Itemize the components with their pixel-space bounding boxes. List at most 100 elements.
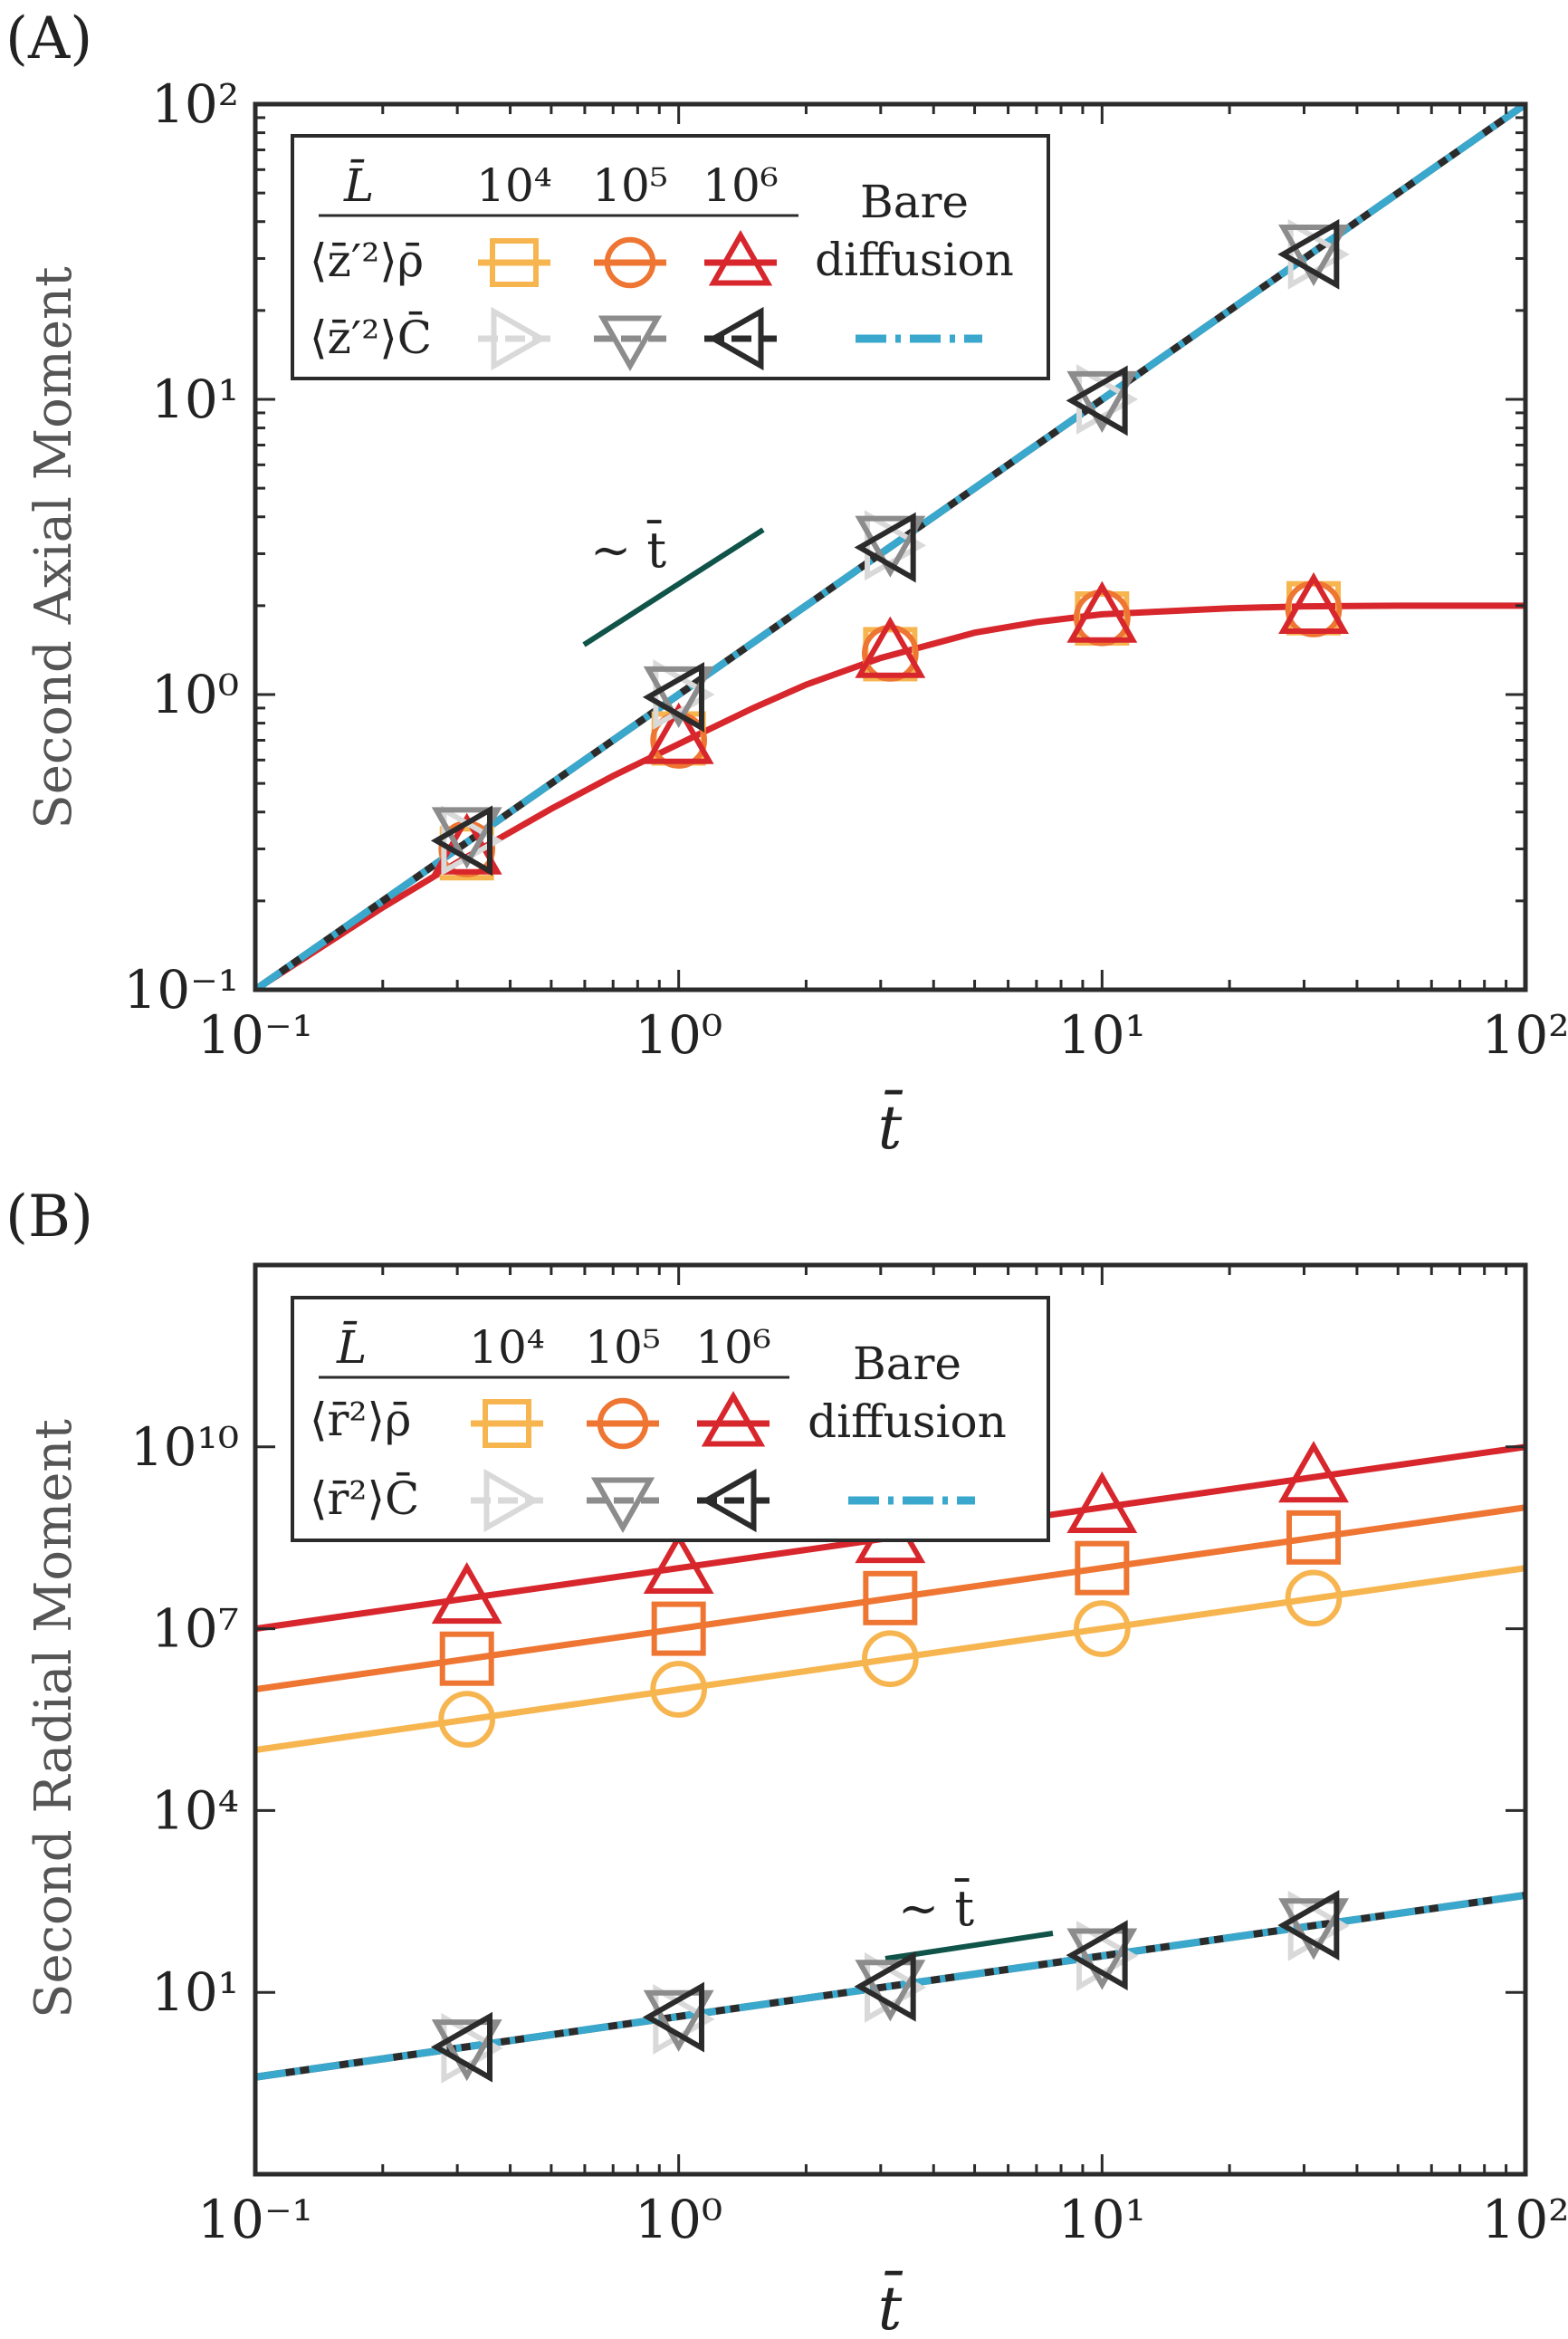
panel-b-marker-rho-2-1 — [643, 1531, 714, 1594]
panel-a-y-tick-label: 10⁻¹ — [123, 959, 239, 1021]
panel-b-marker-rho-0-4 — [1286, 1510, 1342, 1565]
panel-b-marker-C-4-3 — [1066, 1928, 1138, 1990]
panel-b-label: (B) — [5, 1184, 93, 1251]
panel-b-marker-rho-2-0 — [431, 1561, 502, 1625]
panel-a-y-axis-label: Second Axial Moment — [24, 266, 83, 829]
panel-b-legend-marker-rho-1 — [597, 1397, 649, 1450]
panel-b-marker-C-3-3 — [1076, 1920, 1139, 1991]
panel-a-x-tick-label: 10² — [1481, 1004, 1568, 1066]
panel-b-x-axis-label: t̄ — [878, 2272, 904, 2339]
panel-b-x-tick-label: 10¹ — [1058, 2189, 1146, 2250]
panel-b-legend-marker-c-1 — [590, 1477, 655, 1534]
panel-a-legend-marker-rho-1 — [604, 236, 656, 289]
panel-a-marker-C-4-0 — [431, 807, 502, 869]
panel-b-x-tick-label: 10⁰ — [635, 2189, 722, 2250]
panel-b-curve-rho4 — [255, 1565, 1525, 1753]
panel-a-legend-marker-c-0 — [491, 306, 548, 371]
panel-a-marker-C-4-3 — [1066, 370, 1138, 433]
panel-a-marker-C-4-4 — [1278, 225, 1349, 287]
panel-a-legend: L̄ 10⁴ 10⁵ 10⁶ ⟨z̄′²⟩ρ̄ ⟨z̄′²⟩C̄ Bare di… — [291, 134, 1050, 380]
panel-a-curve-rho — [255, 602, 1525, 990]
panel-a-label: (A) — [5, 5, 92, 72]
panel-a-curve-bare-diffusion — [255, 104, 1525, 990]
panel-b-y-tick-label: 10¹⁰ — [130, 1416, 239, 1478]
panel-b-marker-C-5-2 — [854, 1951, 916, 2022]
panel-a-legend-bare-line1: Bare — [860, 176, 969, 228]
panel-b-legend-marks — [471, 1390, 975, 1534]
panel-a-legend-marker-c-2 — [707, 306, 764, 371]
panel-b-y-axis-label: Second Radial Moment — [24, 1419, 83, 2018]
panel-b-marker-rho-2-3 — [1066, 1471, 1138, 1534]
panel-b-marker-rho-1-0 — [438, 1691, 496, 1749]
panel-a-x-tick-label: 10⁻¹ — [197, 1004, 313, 1066]
panel-a-legend-bare-line2: diffusion — [815, 234, 1014, 286]
panel-a-x-axis-label: t̄ — [878, 1091, 904, 1163]
panel-a-data — [255, 104, 1525, 990]
panel-b-marker-rho-0-2 — [863, 1570, 918, 1625]
panel-a-marker-rho-1-4 — [1285, 580, 1343, 637]
panel-a-legend-marker-rho-2 — [708, 229, 773, 286]
panel-b-curve-rho5 — [255, 1504, 1525, 1692]
panel-b-axes-frame — [253, 1262, 1528, 2177]
panel-b-marker-C-3-4 — [1287, 1890, 1350, 1961]
panel-a-marker-C-5-2 — [854, 512, 916, 583]
panel-a-legend-header: L̄ — [343, 158, 374, 212]
panel-a-legend-row-c: ⟨z̄′²⟩C̄ — [310, 311, 432, 364]
panel-b-y-tick-label: 10¹ — [151, 1961, 239, 2023]
panel-b-legend-header: L̄ — [336, 1320, 367, 1374]
panel-a-legend-marker-rho-0 — [490, 238, 539, 287]
panel-a-y-tick-label: 10⁰ — [151, 664, 239, 725]
panel-b-marker-C-4-0 — [431, 2019, 502, 2082]
panel-b-x-tick-label: 10⁻¹ — [197, 2189, 313, 2250]
panel-b-marker-C-5-0 — [430, 2011, 492, 2083]
panel-a-legend-col-1e6: 10⁶ — [703, 159, 779, 212]
panel-b-marker-C-5-4 — [1277, 1890, 1340, 1961]
panel-a-marker-rho-1-3 — [1073, 589, 1131, 647]
panel-a-legend-col-1e5: 10⁵ — [592, 159, 668, 212]
panel-a-marker-rho-2-3 — [1066, 580, 1138, 643]
panel-b-marker-C-4-2 — [855, 1960, 926, 2022]
panel-b-legend: L̄ 10⁴ 10⁵ 10⁶ ⟨r̄²⟩ρ̄ ⟨r̄²⟩C̄ Bare diff… — [291, 1296, 1050, 1542]
panel-a-marker-rho-2-0 — [431, 812, 502, 875]
panel-b-legend-col-1e6: 10⁶ — [695, 1321, 771, 1374]
panel-b-marker-C-5-1 — [642, 1981, 704, 2053]
panel-a-marker-C-5-4 — [1277, 218, 1340, 290]
panel-b-marker-rho-1-2 — [862, 1630, 919, 1688]
panel-a-slope-guide — [582, 527, 765, 647]
panel-b-marker-C-4-4 — [1278, 1898, 1349, 1960]
panel-b-legend-col-1e5: 10⁵ — [585, 1321, 661, 1374]
panel-b-x-tick-label: 10² — [1481, 2189, 1568, 2250]
panel-a-marker-rho-2-4 — [1278, 571, 1349, 635]
panel-a: (A) Second Axial Moment t̄ 10⁻¹ 10⁰ 10¹ 10²… — [5, 5, 1568, 1163]
panel-a-legend-row-rho: ⟨z̄′²⟩ρ̄ — [310, 235, 424, 287]
panel-a-marker-C-4-2 — [855, 515, 926, 578]
panel-a-plot-area — [255, 104, 1525, 990]
panel-a-legend-marks — [478, 229, 982, 372]
panel-a-legend-col-1e4: 10⁴ — [476, 159, 552, 212]
panel-b-marker-rho-1-3 — [1073, 1600, 1131, 1657]
panel-b-marker-rho-1-4 — [1285, 1569, 1343, 1627]
panel-a-marker-rho-2-1 — [643, 702, 714, 764]
panel-b-legend-row-c: ⟨r̄²⟩C̄ — [310, 1471, 419, 1525]
panel-b: (B) Second Radial Moment t̄ 10⁻¹ 10⁰ 10¹ 10… — [5, 1184, 1568, 2339]
panel-b-ticks: 10⁻¹ 10⁰ 10¹ 10² 10¹ 10⁴ 10⁷ 10¹⁰ — [130, 1265, 1568, 2250]
panel-a-slope-annotation: ∼ t̄ — [590, 519, 666, 579]
panel-a-y-tick-label: 10¹ — [151, 369, 239, 430]
panel-a-axes-frame — [253, 101, 1528, 992]
panel-b-marker-rho-1-1 — [650, 1661, 708, 1718]
panel-b-y-tick-label: 10⁷ — [151, 1598, 239, 1660]
panel-b-marker-C-4-1 — [643, 1989, 714, 2052]
panel-b-legend-bare-line1: Bare — [853, 1337, 961, 1390]
panel-b-marker-C-3-0 — [441, 2012, 503, 2084]
panel-a-marker-C-5-3 — [1066, 365, 1128, 436]
panel-b-curve-bare-diffusion — [255, 1892, 1525, 2081]
panel-a-x-tick-label: 10¹ — [1058, 1004, 1146, 1066]
panel-b-legend-col-1e4: 10⁴ — [469, 1321, 545, 1374]
panel-b-legend-row-rho: ⟨r̄²⟩ρ̄ — [310, 1394, 411, 1446]
panel-a-ticks: 10⁻¹ 10⁰ 10¹ 10² 10⁻¹ 10⁰ 10¹ 10² — [123, 73, 1568, 1066]
panel-b-marker-rho-2-4 — [1278, 1441, 1349, 1503]
panel-a-legend-marker-c-1 — [598, 315, 663, 372]
panel-b-slope-annotation: ∼ t̄ — [898, 1877, 974, 1937]
panel-a-marker-C-4-1 — [643, 666, 714, 728]
